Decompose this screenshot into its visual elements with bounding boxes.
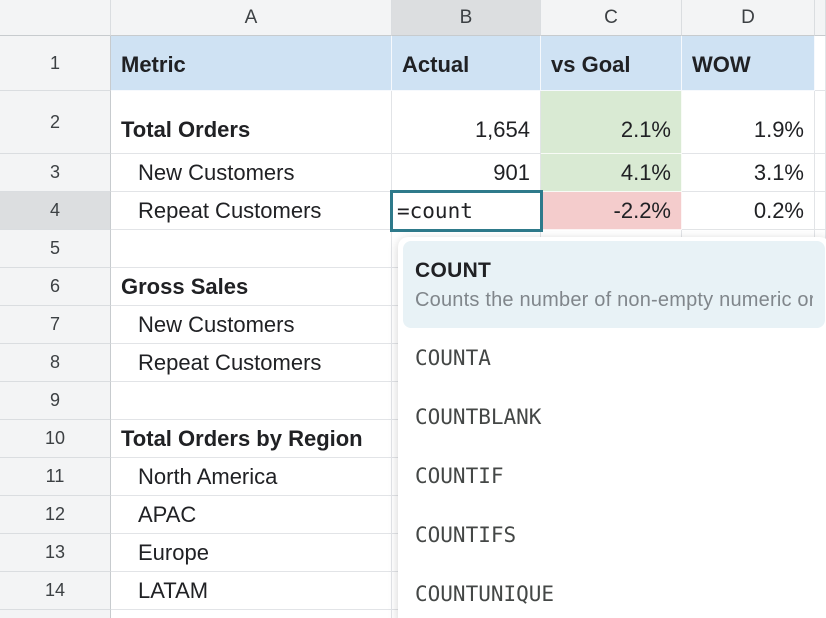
cell-A15[interactable] (111, 610, 392, 618)
autocomplete-item-counta[interactable]: COUNTA (415, 345, 491, 370)
autocomplete-function-name: COUNT (415, 259, 492, 282)
active-cell-editor[interactable]: =count (390, 190, 543, 232)
row-header-10[interactable]: 10 (0, 420, 111, 458)
cell-D1[interactable]: WOW (682, 36, 815, 91)
autocomplete-item-countif[interactable]: COUNTIF (415, 463, 504, 488)
cell-A7[interactable]: New Customers (111, 306, 392, 344)
sheet-row-3: 3 New Customers 901 4.1% 3.1% (0, 154, 826, 192)
cell-A13[interactable]: Europe (111, 534, 392, 572)
row-header-11[interactable]: 11 (0, 458, 111, 496)
cell-A9[interactable] (111, 382, 392, 420)
row-header-3[interactable]: 3 (0, 154, 111, 192)
sheet-row-1: 1 Metric Actual vs Goal WOW (0, 36, 826, 91)
autocomplete-item-countifs[interactable]: COUNTIFS (415, 522, 517, 547)
cell-A4[interactable]: Repeat Customers (111, 192, 392, 230)
row-header-8[interactable]: 8 (0, 344, 111, 382)
row-header-15[interactable] (0, 610, 111, 618)
cell-E4[interactable] (815, 192, 826, 230)
cell-A8[interactable]: Repeat Customers (111, 344, 392, 382)
column-header-D[interactable]: D (682, 0, 815, 36)
cell-C4[interactable]: -2.2% (541, 192, 682, 230)
cell-C1[interactable]: vs Goal (541, 36, 682, 91)
autocomplete-item-countblank[interactable]: COUNTBLANK (415, 404, 542, 429)
cell-A6[interactable]: Gross Sales (111, 268, 392, 306)
column-header-E-partial[interactable] (815, 0, 826, 36)
column-header-A[interactable]: A (111, 0, 392, 36)
cell-A12[interactable]: APAC (111, 496, 392, 534)
cell-A3[interactable]: New Customers (111, 154, 392, 192)
row-header-5[interactable]: 5 (0, 230, 111, 268)
select-all-corner[interactable] (0, 0, 111, 36)
cell-A2[interactable]: Total Orders (111, 91, 392, 154)
cell-B2[interactable]: 1,654 (392, 91, 541, 154)
row-header-12[interactable]: 12 (0, 496, 111, 534)
row-header-1[interactable]: 1 (0, 36, 111, 91)
row-header-4[interactable]: 4 (0, 192, 111, 230)
cell-E2[interactable] (815, 91, 826, 154)
autocomplete-selected-item[interactable]: COUNT Counts the number of non-empty num… (403, 241, 825, 328)
cell-E3[interactable] (815, 154, 826, 192)
row-header-6[interactable]: 6 (0, 268, 111, 306)
autocomplete-item-countunique[interactable]: COUNTUNIQUE (415, 581, 555, 606)
cell-E1[interactable] (815, 36, 826, 91)
function-autocomplete-popup: COUNT Counts the number of non-empty num… (398, 237, 826, 618)
cell-D2[interactable]: 1.9% (682, 91, 815, 154)
column-headers-row: A B C D (0, 0, 826, 36)
cell-A14[interactable]: LATAM (111, 572, 392, 610)
cell-D3[interactable]: 3.1% (682, 154, 815, 192)
cell-A5[interactable] (111, 230, 392, 268)
sheet-row-2: 2 Total Orders 1,654 2.1% 1.9% (0, 91, 826, 154)
cell-A11[interactable]: North America (111, 458, 392, 496)
cell-B1[interactable]: Actual (392, 36, 541, 91)
row-header-7[interactable]: 7 (0, 306, 111, 344)
cell-B3[interactable]: 901 (392, 154, 541, 192)
autocomplete-function-description: Counts the number of non-empty numeric o… (415, 289, 813, 311)
cell-A1[interactable]: Metric (111, 36, 392, 91)
column-header-C[interactable]: C (541, 0, 682, 36)
cell-D4[interactable]: 0.2% (682, 192, 815, 230)
row-header-2[interactable]: 2 (0, 91, 111, 154)
cell-A10[interactable]: Total Orders by Region (111, 420, 392, 458)
row-header-9[interactable]: 9 (0, 382, 111, 420)
row-header-13[interactable]: 13 (0, 534, 111, 572)
cell-C3[interactable]: 4.1% (541, 154, 682, 192)
column-header-B[interactable]: B (392, 0, 541, 36)
row-header-14[interactable]: 14 (0, 572, 111, 610)
cell-C2[interactable]: 2.1% (541, 91, 682, 154)
